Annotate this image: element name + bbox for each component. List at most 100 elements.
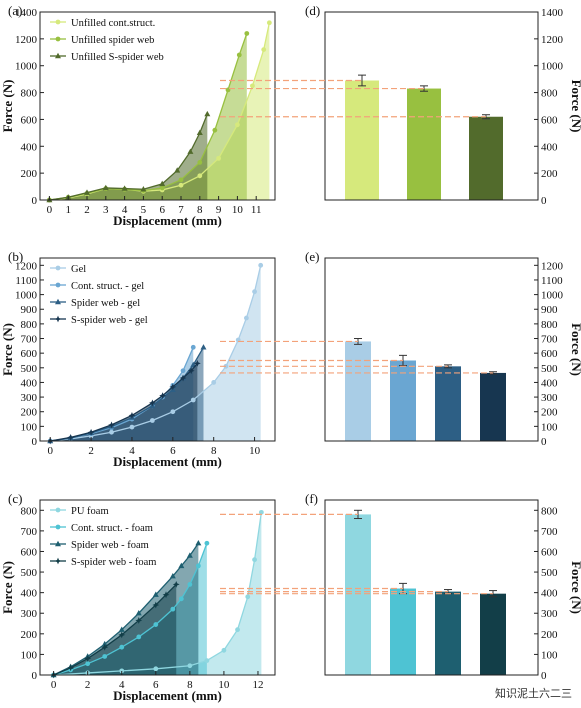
plot-frame-c (39, 499, 276, 676)
data-point-b-0-12 (252, 289, 257, 295)
y-tick-label-e-4: 400 (541, 377, 558, 389)
data-point-c-3-2 (84, 655, 92, 662)
y-tick-label-f-3: 300 (541, 608, 558, 620)
data-point-c-1-5 (136, 634, 142, 640)
data-point-c-1-7 (170, 606, 176, 612)
data-point-c-3-4 (118, 631, 126, 639)
x-tick-label-a-2: 2 (84, 204, 90, 216)
y-tick-label-f-0: 0 (541, 670, 547, 682)
plot-frame-a (39, 11, 276, 201)
data-point-c-1-11 (204, 540, 210, 546)
x-tick-label-a-1: 1 (65, 204, 71, 216)
legend-label-c-0: PU foam (71, 506, 109, 517)
data-point-a-1-11 (236, 52, 242, 58)
data-point-b-3-6 (159, 392, 167, 400)
data-point-b-3-4 (128, 411, 136, 419)
bar-e-2 (435, 366, 461, 441)
y-tick-label-d-3: 600 (541, 114, 558, 126)
y-tick-label-b-5: 500 (21, 363, 38, 375)
data-point-a-1-7 (178, 177, 184, 183)
data-point-a-2-6 (159, 180, 166, 187)
y-tick-label-a-1: 200 (21, 168, 38, 180)
data-point-c-1-2 (85, 661, 91, 667)
data-point-c-2-9 (186, 552, 193, 558)
x-tick-label-c-6: 12 (252, 679, 263, 691)
plot-frame-d (324, 11, 539, 201)
y-tick-label-d-0: 0 (541, 195, 547, 207)
data-point-a-0-13 (266, 20, 272, 26)
y-tick-label-e-10: 1000 (541, 290, 564, 302)
legend-marker-a-2 (55, 52, 61, 59)
plot-frame-b (39, 257, 276, 442)
y-tick-label-e-12: 1200 (541, 260, 564, 272)
y-tick-label-c-7: 700 (21, 526, 38, 538)
area-a-1 (49, 33, 247, 200)
y-tick-label-b-7: 700 (21, 334, 38, 346)
data-point-a-2-4 (121, 185, 128, 191)
data-point-b-3-3 (108, 421, 115, 429)
y-tick-label-b-0: 0 (32, 436, 38, 448)
data-point-b-0-13 (258, 262, 264, 268)
data-point-b-1-9 (190, 344, 196, 350)
x-tick-label-a-6: 6 (159, 204, 165, 216)
data-point-c-1-6 (153, 622, 159, 627)
legend-marker-c-2 (55, 540, 61, 547)
y-tick-label-c-5: 500 (21, 567, 38, 579)
legend-label-b-1: Cont. struct. - gel (71, 281, 144, 292)
y-tick-label-c-2: 200 (21, 629, 38, 641)
data-point-b-0-11 (243, 315, 249, 321)
y-tick-label-f-5: 500 (541, 567, 558, 579)
bar-e-1 (390, 360, 416, 441)
data-point-a-1-9 (212, 127, 218, 133)
y-tick-label-e-8: 800 (541, 319, 558, 331)
data-point-b-1-8 (180, 368, 186, 374)
y-tick-label-e-1: 100 (541, 421, 558, 433)
bar-f-0 (345, 514, 371, 675)
y-tick-label-c-1: 100 (21, 649, 38, 661)
series-line-b-0 (50, 265, 262, 442)
x-tick-label-b-5: 10 (249, 445, 261, 457)
legend-marker-c-0 (55, 507, 61, 513)
data-point-b-0-8 (211, 380, 217, 385)
y-tick-label-e-0: 0 (541, 436, 547, 448)
legend-marker-c-1 (55, 524, 61, 530)
x-tick-label-a-7: 7 (178, 204, 184, 216)
y-tick-label-d-2: 400 (541, 141, 558, 153)
data-point-b-0-5 (149, 418, 155, 423)
data-point-c-2-4 (118, 626, 125, 632)
data-point-c-3-3 (101, 643, 109, 651)
data-point-a-0-12 (261, 47, 267, 52)
x-tick-label-b-0: 0 (47, 445, 53, 457)
data-point-a-2-9 (196, 129, 203, 136)
data-point-c-1-4 (119, 644, 125, 650)
data-point-c-0-7 (235, 627, 240, 633)
y-tick-label-a-3: 600 (21, 114, 38, 126)
panel-label-f: (f) (305, 491, 318, 506)
legend-label-c-3: S-spider web - foam (71, 557, 156, 568)
data-point-a-1-8 (197, 160, 203, 165)
watermark: 知识泥土六二三 (492, 684, 575, 702)
y-tick-label-b-3: 300 (21, 392, 38, 404)
y-tick-label-e-5: 500 (541, 363, 558, 375)
data-point-a-0-7 (178, 182, 184, 188)
y-tick-label-f-1: 100 (541, 649, 558, 661)
y-axis-label-d: Force (N) (569, 80, 581, 133)
legend-marker-b-3 (54, 315, 62, 323)
y-tick-label-d-5: 1000 (541, 61, 564, 73)
x-tick-label-c-2: 4 (119, 679, 125, 691)
bar-e-0 (345, 341, 371, 441)
x-tick-label-a-0: 0 (47, 204, 53, 216)
data-point-b-3-8 (179, 374, 187, 382)
data-point-a-1-6 (159, 185, 165, 191)
plot-frame-e (324, 257, 539, 442)
data-point-a-0-11 (250, 83, 255, 89)
bar-e-3 (480, 372, 506, 441)
data-point-c-0-9 (252, 557, 257, 563)
data-point-c-2-3 (101, 640, 108, 647)
data-point-b-0-7 (190, 397, 196, 403)
panel-label-e: (e) (305, 249, 319, 264)
y-tick-label-b-9: 900 (21, 304, 38, 316)
data-point-b-0-6 (170, 409, 176, 415)
bar-f-1 (390, 588, 416, 675)
